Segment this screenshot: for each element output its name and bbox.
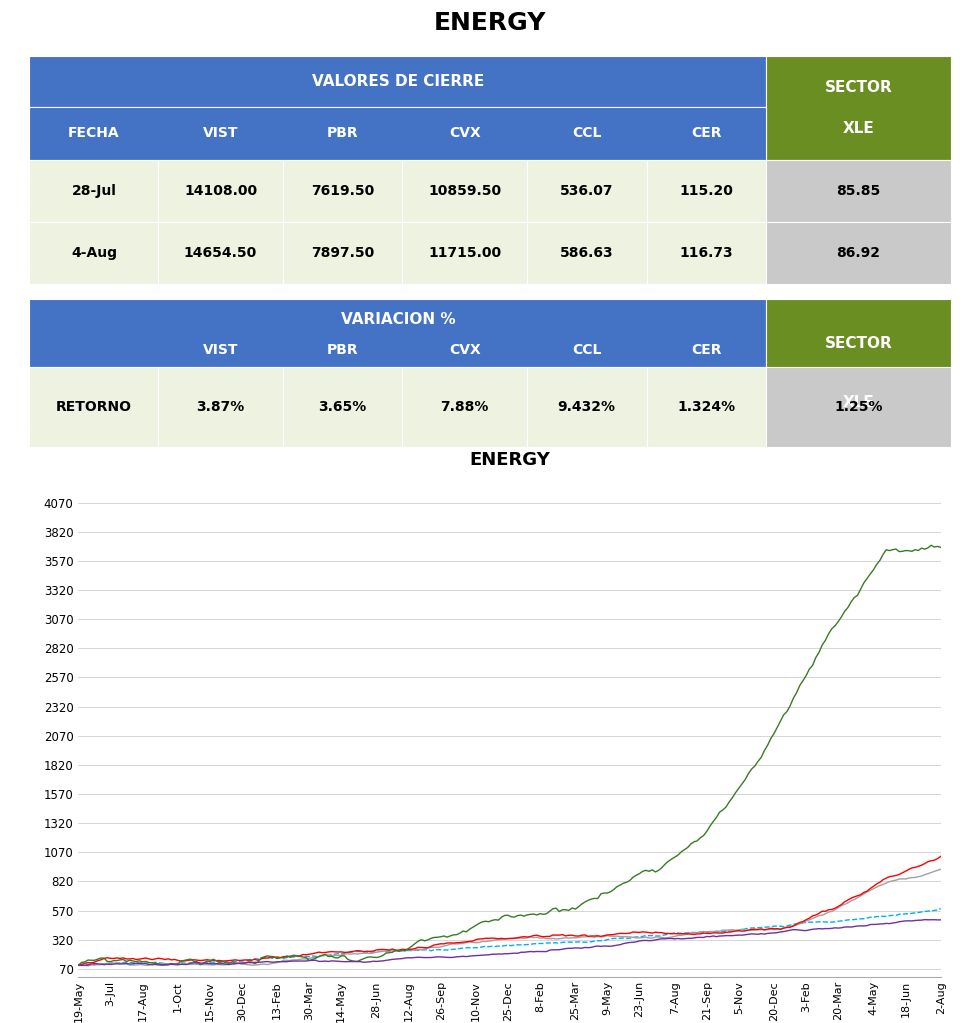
- Title: ENERGY: ENERGY: [469, 450, 550, 469]
- Text: 115.20: 115.20: [679, 184, 733, 197]
- Bar: [403, 222, 527, 284]
- Text: 586.63: 586.63: [560, 247, 613, 260]
- Text: 7619.50: 7619.50: [311, 184, 374, 197]
- Bar: [283, 160, 403, 222]
- Bar: [766, 222, 951, 284]
- Text: PBR: PBR: [326, 343, 359, 357]
- Text: 85.85: 85.85: [836, 184, 881, 197]
- Bar: [283, 222, 403, 284]
- Text: VIST: VIST: [203, 343, 238, 357]
- Bar: [403, 367, 527, 447]
- Text: RETORNO: RETORNO: [56, 400, 132, 414]
- Bar: [159, 222, 283, 284]
- Bar: [527, 160, 647, 222]
- Text: PBR: PBR: [326, 127, 359, 140]
- Text: 116.73: 116.73: [680, 247, 733, 260]
- Bar: [29, 299, 766, 367]
- Text: FECHA: FECHA: [68, 127, 120, 140]
- Text: XLE: XLE: [843, 395, 874, 410]
- Text: CCL: CCL: [572, 127, 602, 140]
- Text: ENERGY: ENERGY: [434, 11, 546, 35]
- Text: 7897.50: 7897.50: [311, 247, 374, 260]
- Text: 1.324%: 1.324%: [677, 400, 736, 414]
- Text: 536.07: 536.07: [560, 184, 613, 197]
- Text: XLE: XLE: [843, 122, 874, 136]
- Bar: [527, 222, 647, 284]
- Bar: [647, 367, 766, 447]
- Bar: [647, 160, 766, 222]
- Text: 1.25%: 1.25%: [834, 400, 883, 414]
- Text: 28-Jul: 28-Jul: [72, 184, 117, 197]
- Text: 14108.00: 14108.00: [184, 184, 257, 197]
- Text: CER: CER: [691, 343, 721, 357]
- Text: VALORES DE CIERRE: VALORES DE CIERRE: [312, 74, 484, 89]
- Text: SECTOR: SECTOR: [824, 336, 893, 351]
- Bar: [159, 367, 283, 447]
- Bar: [766, 367, 951, 447]
- Bar: [29, 222, 159, 284]
- Bar: [29, 160, 159, 222]
- Text: CER: CER: [691, 127, 721, 140]
- Text: VIST: VIST: [203, 127, 238, 140]
- Bar: [527, 367, 647, 447]
- Bar: [647, 222, 766, 284]
- Text: VARIACION %: VARIACION %: [341, 312, 455, 326]
- Text: 3.65%: 3.65%: [318, 400, 367, 414]
- Text: 9.432%: 9.432%: [558, 400, 615, 414]
- Text: 10859.50: 10859.50: [428, 184, 501, 197]
- Text: 11715.00: 11715.00: [428, 247, 501, 260]
- Bar: [29, 367, 159, 447]
- Bar: [29, 107, 766, 160]
- Bar: [159, 160, 283, 222]
- Bar: [403, 160, 527, 222]
- Bar: [766, 160, 951, 222]
- Text: 7.88%: 7.88%: [440, 400, 489, 414]
- Text: 14654.50: 14654.50: [184, 247, 257, 260]
- Bar: [29, 56, 766, 107]
- Text: SECTOR: SECTOR: [824, 80, 893, 95]
- Bar: [283, 367, 403, 447]
- Bar: [766, 56, 951, 160]
- Text: 3.87%: 3.87%: [196, 400, 245, 414]
- Text: CVX: CVX: [449, 343, 480, 357]
- Bar: [766, 299, 951, 447]
- Text: 86.92: 86.92: [837, 247, 880, 260]
- Text: CVX: CVX: [449, 127, 480, 140]
- Text: 4-Aug: 4-Aug: [71, 247, 117, 260]
- Text: CCL: CCL: [572, 343, 602, 357]
